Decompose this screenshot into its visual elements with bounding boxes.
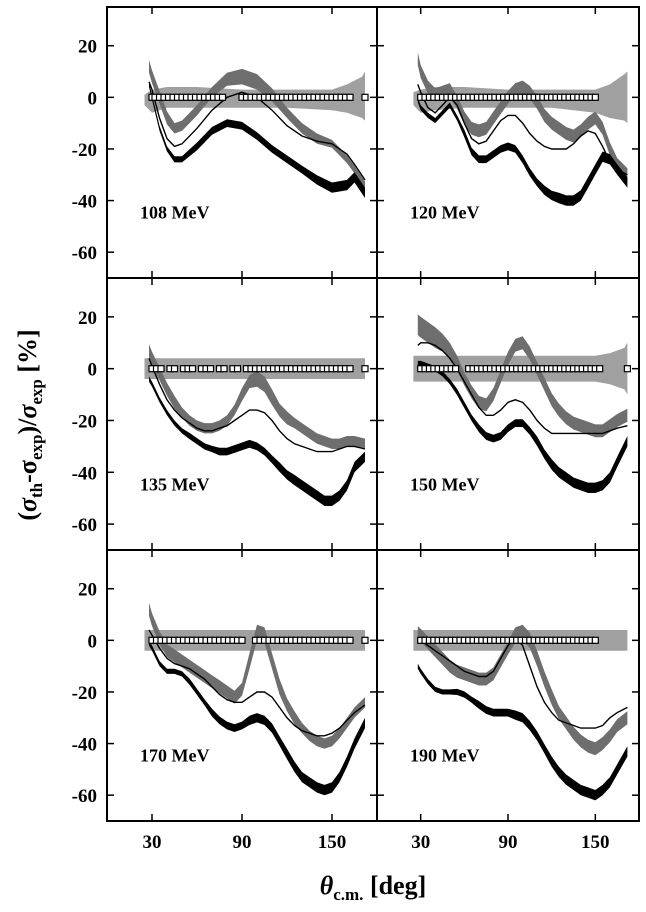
data-point-marker [170, 365, 179, 373]
black-theory-band [417, 360, 628, 493]
panel-energy-label: 170 MeV [140, 746, 209, 766]
data-point-marker [346, 365, 354, 373]
axis-ticks [107, 7, 639, 821]
data-point-marker [157, 365, 165, 373]
data-point-marker [591, 93, 599, 101]
data-point-marker [591, 636, 599, 644]
y-tick-label: 20 [78, 308, 97, 329]
panel-4: 150 MeV [410, 314, 632, 494]
data-point-marker [623, 365, 632, 373]
data-point-marker [220, 365, 228, 373]
data-point-marker [596, 365, 604, 373]
y-tick-label: 20 [78, 37, 97, 58]
plot-frames [106, 6, 640, 822]
y-tick-label: -60 [72, 243, 97, 264]
data-point-marker [206, 365, 215, 373]
black-theory-band [417, 663, 628, 801]
x-tick-label: 30 [411, 832, 430, 853]
data-point-marker [238, 636, 246, 644]
panel-6: 190 MeV [410, 624, 628, 801]
data-point-marker [361, 93, 369, 101]
thin-theory-line [148, 358, 366, 453]
data-point-marker [361, 636, 369, 644]
y-tick-label: -40 [72, 192, 97, 213]
y-tick-label: -20 [72, 683, 97, 704]
x-tick-label: 150 [581, 832, 610, 853]
black-theory-band [149, 376, 365, 506]
panel-energy-label: 120 MeV [410, 203, 479, 223]
y-tick-label: 20 [78, 580, 97, 601]
panel-3-content [144, 344, 369, 506]
panel-5-content [144, 602, 369, 796]
data-point-marker [452, 365, 460, 373]
y-tick-label: 0 [88, 360, 98, 381]
data-point-marker [218, 93, 227, 101]
grey-theory-band [149, 59, 365, 190]
panel-1: 108 MeV [140, 59, 369, 223]
data-point-marker [361, 365, 369, 373]
data-point-marker [346, 93, 354, 101]
x-tick-label: 90 [499, 832, 518, 853]
grey-theory-band [417, 314, 628, 438]
panels: 108 MeV 120 MeV 135 MeV 150 MeV 170 MeV 190 M… [140, 52, 632, 801]
x-tick-label: 150 [318, 832, 347, 853]
panel-2: 120 MeV [410, 52, 628, 223]
grey-theory-band [149, 344, 365, 449]
panel-energy-label: 150 MeV [410, 474, 479, 494]
x-axis-title: θc.m. [deg] [320, 871, 427, 904]
y-tick-label: -20 [72, 412, 97, 433]
y-tick-label: -60 [72, 515, 97, 536]
data-point-marker [188, 365, 197, 373]
data-point-marker [233, 365, 242, 373]
y-axis-title: (σth-σexp)/σexp [%] [13, 329, 46, 520]
y-tick-label: 0 [88, 88, 98, 109]
y-tick-label: -40 [72, 463, 97, 484]
y-tick-label: -20 [72, 140, 97, 161]
x-tick-label: 90 [233, 832, 252, 853]
thin-theory-line [148, 629, 366, 737]
panel-1-content [144, 59, 369, 198]
black-theory-band [149, 640, 365, 796]
outer-frame [106, 6, 640, 822]
y-tick-label: -40 [72, 735, 97, 756]
grey-theory-band [149, 602, 365, 749]
thin-theory-line [417, 342, 628, 435]
panel-energy-label: 108 MeV [140, 203, 209, 223]
panel-energy-label: 190 MeV [410, 746, 479, 766]
x-tick-label: 30 [143, 832, 162, 853]
panel-2-content [413, 52, 628, 206]
panel-energy-label: 135 MeV [140, 474, 209, 494]
y-tick-label: 0 [88, 631, 98, 652]
thin-theory-line [148, 81, 366, 181]
panel-4-content [413, 314, 632, 493]
panel-5: 170 MeV [140, 602, 369, 796]
tick-labels: 20 0 -20 -40 -60 20 0 -20 -40 -60 20 0 -20 -40 -60 30 90… [72, 37, 610, 853]
panel-6-content [413, 624, 628, 801]
y-tick-label: -60 [72, 786, 97, 807]
black-theory-band [149, 81, 365, 198]
grey-theory-band [417, 624, 628, 756]
panel-3: 135 MeV [140, 344, 369, 506]
data-point-marker [346, 636, 354, 644]
